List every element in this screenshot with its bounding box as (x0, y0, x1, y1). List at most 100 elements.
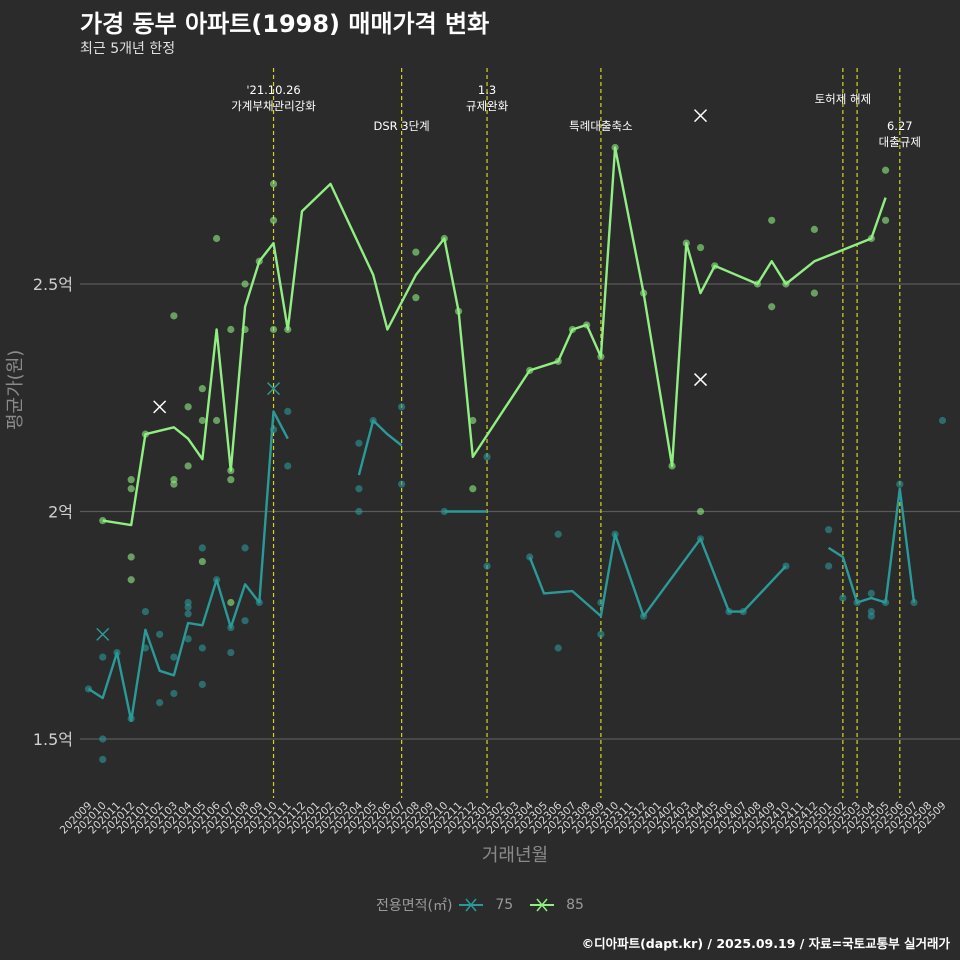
data-point-85 (241, 280, 249, 288)
source-caption: ©디아파트(dapt.kr) / 2025.09.19 / 자료=국토교통부 실… (581, 936, 950, 951)
data-point-85 (881, 216, 890, 224)
data-point-85 (127, 553, 135, 561)
cross-stroke (694, 373, 708, 387)
event-label: '21.10.26 (246, 83, 300, 97)
data-point-75 (227, 648, 235, 657)
data-point-75 (483, 453, 491, 461)
data-point-75 (284, 407, 292, 415)
cross-stroke (267, 382, 281, 396)
data-point-85 (213, 416, 221, 425)
data-point-85 (198, 416, 206, 425)
event-label: 특례대출축소 (569, 119, 632, 133)
data-point-85 (412, 248, 420, 256)
data-point-75 (99, 653, 107, 661)
data-point-75 (355, 439, 363, 447)
chart-subtitle: 최근 5개년 한정 (80, 41, 176, 57)
data-point-75 (156, 699, 164, 707)
cross-marker-75 (96, 627, 110, 641)
data-point-85 (469, 416, 477, 425)
y-tick-label: 1.5억 (33, 730, 73, 749)
data-point-85 (170, 480, 178, 488)
event-label: 1.3 (478, 83, 496, 97)
data-point-85 (412, 294, 420, 302)
data-point-75 (141, 608, 150, 616)
series-line-85 (102, 146, 887, 527)
legend-title: 전용면적(㎡) (376, 898, 453, 914)
legend-item-75: 75 (495, 897, 514, 913)
data-point-75 (241, 544, 249, 552)
data-point-75 (355, 485, 363, 493)
series-line-75 (827, 487, 916, 604)
data-point-85 (227, 598, 235, 607)
data-point-75 (825, 562, 833, 570)
event-label: 가계부채관리강화 (231, 99, 316, 113)
data-point-75 (156, 630, 164, 638)
highlight-crosses (96, 109, 708, 641)
data-point-85 (184, 462, 192, 470)
data-point-75 (198, 544, 206, 552)
data-point-75 (198, 680, 206, 689)
y-axis-label: 평균가(원) (5, 349, 26, 430)
event-lines (272, 68, 901, 798)
data-point-75 (839, 594, 847, 602)
legend-key-75-icon (458, 898, 483, 912)
data-point-85 (127, 485, 135, 493)
cross-marker-75 (267, 382, 281, 396)
data-point-85 (696, 244, 705, 252)
data-point-75 (170, 653, 178, 661)
series-line-75 (87, 410, 289, 722)
data-point-75 (398, 403, 406, 411)
event-label: DSR 3단계 (373, 119, 429, 133)
data-point-85 (127, 576, 135, 584)
x-axis-label: 거래년월 (481, 845, 549, 866)
data-point-75 (910, 598, 918, 607)
event-label: 대출규제 (879, 135, 921, 149)
chart-title: 가경 동부 아파트(1998) 매매가격 변화 (80, 10, 490, 38)
data-point-85 (810, 289, 819, 297)
data-point-75 (184, 635, 192, 643)
data-point-85 (269, 216, 278, 224)
data-point-85 (170, 312, 178, 320)
scatter-points (84, 143, 947, 764)
y-tick-label: 2.5억 (33, 275, 73, 294)
data-point-75 (867, 589, 875, 598)
data-point-85 (469, 485, 477, 493)
gridlines (80, 283, 960, 740)
data-point-75 (355, 507, 363, 516)
data-point-85 (198, 385, 206, 393)
data-point-75 (483, 562, 491, 570)
data-point-85 (127, 476, 135, 484)
data-point-85 (213, 234, 221, 243)
cross-stroke (96, 627, 110, 641)
series-lines (87, 146, 916, 722)
data-point-85 (269, 180, 278, 188)
legend-key-85-icon (529, 898, 554, 912)
data-point-75 (825, 526, 833, 534)
data-point-75 (170, 689, 178, 698)
series-line-75 (528, 533, 787, 618)
cross-marker-85 (694, 373, 708, 387)
data-point-85 (768, 303, 776, 311)
y-tick-labels: 1.5억 2억 2.5억 (33, 275, 73, 749)
data-point-75 (198, 644, 206, 652)
data-point-85 (198, 557, 206, 566)
data-point-85 (227, 476, 235, 484)
data-point-75 (99, 755, 107, 764)
data-point-85 (184, 403, 192, 411)
y-tick-label: 2억 (48, 503, 73, 522)
data-point-85 (810, 225, 819, 233)
data-point-75 (554, 644, 562, 652)
data-point-75 (184, 610, 192, 618)
data-point-85 (269, 325, 278, 334)
series-line-75 (357, 419, 403, 476)
cross-stroke (694, 109, 708, 123)
data-point-75 (554, 530, 562, 538)
data-point-75 (284, 462, 292, 470)
legend: 전용면적(㎡) 75 85 (0, 895, 960, 915)
data-point-75 (184, 603, 192, 611)
data-point-75 (99, 735, 107, 743)
data-point-85 (696, 507, 705, 516)
cross-marker-85 (153, 400, 167, 414)
data-point-75 (867, 612, 875, 620)
